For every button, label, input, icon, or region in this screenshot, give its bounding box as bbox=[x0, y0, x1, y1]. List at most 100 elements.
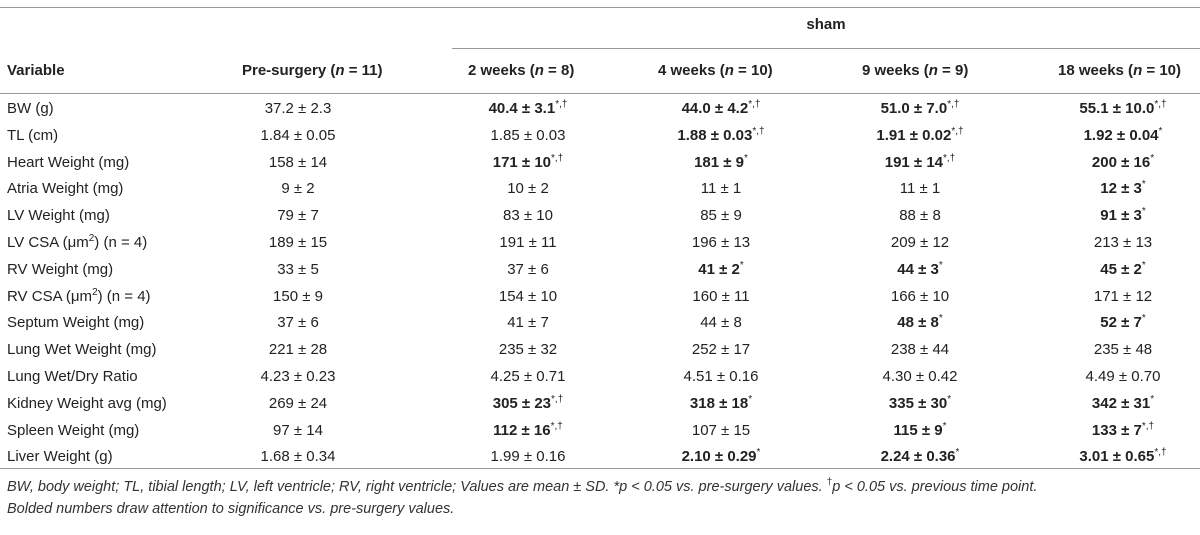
value-cell: 44 ± 8 bbox=[700, 314, 742, 332]
bottom-rule bbox=[0, 468, 1200, 469]
value-cell: 45 ± 2* bbox=[1100, 259, 1146, 278]
row-variable: Septum Weight (mg) bbox=[7, 314, 145, 332]
row-variable: Lung Wet Weight (mg) bbox=[7, 341, 157, 359]
value-cell: 1.92 ± 0.04* bbox=[1083, 125, 1163, 144]
row-variable: BW (g) bbox=[7, 100, 54, 117]
header-rule bbox=[0, 93, 1200, 94]
value-cell: 158 ± 14 bbox=[268, 153, 328, 171]
value-cell: 269 ± 24 bbox=[268, 394, 328, 412]
value-cell: 112 ± 16*,† bbox=[493, 420, 563, 439]
value-cell: 88 ± 8 bbox=[899, 207, 941, 225]
value-cell: 171 ± 10*,† bbox=[492, 152, 564, 171]
row-variable: Liver Weight (g) bbox=[7, 448, 113, 466]
table-footnote: BW, body weight; TL, tibial length; LV, … bbox=[7, 476, 1193, 520]
value-cell: 252 ± 17 bbox=[691, 341, 751, 359]
value-cell: 238 ± 44 bbox=[890, 341, 950, 359]
value-cell: 48 ± 8* bbox=[897, 313, 943, 332]
value-cell: 235 ± 48 bbox=[1093, 341, 1153, 359]
row-variable: Kidney Weight avg (mg) bbox=[7, 394, 167, 412]
value-cell: 83 ± 10 bbox=[503, 207, 553, 225]
table-row: Lung Wet Weight (mg) 221 ± 28 235 ± 32 252 … bbox=[0, 341, 1200, 365]
value-cell: 335 ± 30* bbox=[888, 393, 952, 412]
table-row: Liver Weight (g) 1.68 ± 0.34 1.99 ± 0.16 2.… bbox=[0, 448, 1200, 472]
value-cell: 209 ± 12 bbox=[890, 234, 950, 251]
value-cell: 37 ± 6 bbox=[507, 260, 549, 278]
row-variable: Lung Wet/Dry Ratio bbox=[7, 368, 138, 385]
header-18weeks: 18 weeks (n = 10) bbox=[1058, 62, 1182, 79]
value-cell: 12 ± 3* bbox=[1100, 179, 1146, 198]
value-cell: 196 ± 13 bbox=[691, 234, 751, 251]
footnote-line-1: BW, body weight; TL, tibial length; LV, … bbox=[7, 477, 1038, 495]
value-cell: 55.1 ± 10.0*,† bbox=[1079, 99, 1167, 118]
value-cell: 41 ± 7 bbox=[507, 314, 549, 332]
value-cell: 40.4 ± 3.1*,† bbox=[488, 99, 568, 118]
sham-group-header: sham bbox=[806, 16, 846, 33]
table-row: TL (cm) 1.84 ± 0.05 1.85 ± 0.03 1.88 ± 0.03… bbox=[0, 125, 1200, 151]
table-row: RV Weight (mg) 33 ± 5 37 ± 6 41 ± 2* 44 ± 3*… bbox=[0, 259, 1200, 285]
table-row: Lung Wet/Dry Ratio 4.23 ± 0.23 4.25 ± 0.71… bbox=[0, 368, 1200, 392]
value-cell: 107 ± 15 bbox=[691, 421, 751, 439]
value-cell: 79 ± 7 bbox=[277, 207, 319, 225]
value-cell: 9 ± 2 bbox=[281, 180, 315, 198]
footnote-line-2: Bolded numbers draw attention to signifi… bbox=[7, 501, 455, 517]
value-cell: 37 ± 6 bbox=[277, 314, 319, 332]
value-cell: 318 ± 18* bbox=[689, 393, 753, 412]
value-cell: 33 ± 5 bbox=[277, 260, 319, 278]
value-cell: 1.91 ± 0.02*,† bbox=[876, 125, 964, 144]
row-variable: LV CSA (μm2) (n = 4) bbox=[7, 233, 148, 252]
table-row: Spleen Weight (mg) 97 ± 14 112 ± 16*,† 107 … bbox=[0, 420, 1200, 446]
value-cell: 213 ± 13 bbox=[1093, 234, 1153, 251]
value-cell: 150 ± 9 bbox=[273, 287, 323, 305]
value-cell: 4.49 ± 0.70 bbox=[1085, 368, 1161, 385]
value-cell: 1.85 ± 0.03 bbox=[490, 126, 566, 144]
table-row: LV CSA (μm2) (n = 4) 189 ± 15 191 ± 11 196 … bbox=[0, 234, 1200, 258]
value-cell: 1.84 ± 0.05 bbox=[260, 126, 336, 144]
header-4weeks: 4 weeks (n = 10) bbox=[658, 62, 773, 79]
value-cell: 1.88 ± 0.03*,† bbox=[677, 125, 765, 144]
table-row: RV CSA (μm2) (n = 4) 150 ± 9 154 ± 10 160 ±… bbox=[0, 286, 1200, 312]
value-cell: 342 ± 31* bbox=[1091, 393, 1155, 412]
row-variable: RV CSA (μm2) (n = 4) bbox=[7, 286, 151, 305]
row-variable: LV Weight (mg) bbox=[7, 207, 110, 225]
value-cell: 52 ± 7* bbox=[1100, 313, 1146, 332]
value-cell: 200 ± 16* bbox=[1091, 152, 1155, 171]
value-cell: 4.25 ± 0.71 bbox=[490, 368, 566, 385]
value-cell: 171 ± 12 bbox=[1093, 287, 1153, 305]
row-variable: Heart Weight (mg) bbox=[7, 153, 130, 171]
value-cell: 37.2 ± 2.3 bbox=[264, 100, 332, 117]
header-variable: Variable bbox=[7, 62, 65, 79]
value-cell: 10 ± 2 bbox=[507, 180, 549, 198]
table-row: Atria Weight (mg) 9 ± 2 10 ± 2 11 ± 1 11 ± 1… bbox=[0, 180, 1200, 204]
value-cell: 221 ± 28 bbox=[268, 341, 328, 359]
row-variable: TL (cm) bbox=[7, 126, 59, 144]
value-cell: 51.0 ± 7.0*,† bbox=[880, 99, 960, 118]
value-cell: 160 ± 11 bbox=[692, 287, 750, 305]
table-row: Kidney Weight avg (mg) 269 ± 24 305 ± 23*,… bbox=[0, 393, 1200, 419]
value-cell: 44 ± 3* bbox=[897, 259, 943, 278]
value-cell: 41 ± 2* bbox=[698, 259, 744, 278]
row-variable: RV Weight (mg) bbox=[7, 260, 114, 278]
value-cell: 133 ± 7*,† bbox=[1091, 420, 1155, 439]
value-cell: 44.0 ± 4.2*,† bbox=[681, 99, 761, 118]
row-variable: Spleen Weight (mg) bbox=[7, 421, 140, 439]
table-row: LV Weight (mg) 79 ± 7 83 ± 10 85 ± 9 88 ± 8 9… bbox=[0, 207, 1200, 231]
value-cell: 4.51 ± 0.16 bbox=[683, 368, 759, 385]
value-cell: 4.30 ± 0.42 bbox=[882, 368, 958, 385]
sham-rule bbox=[452, 48, 1200, 49]
header-2weeks: 2 weeks (n = 8) bbox=[468, 62, 575, 79]
table-row: Septum Weight (mg) 37 ± 6 41 ± 7 44 ± 8 48 ±… bbox=[0, 314, 1200, 338]
header-presurgery: Pre-surgery (n = 11) bbox=[242, 62, 383, 79]
value-cell: 85 ± 9 bbox=[700, 207, 742, 225]
value-cell: 2.10 ± 0.29* bbox=[681, 447, 761, 466]
row-variable: Atria Weight (mg) bbox=[7, 180, 124, 198]
value-cell: 191 ± 11 bbox=[499, 234, 557, 251]
value-cell: 4.23 ± 0.23 bbox=[260, 368, 336, 385]
value-cell: 97 ± 14 bbox=[273, 421, 323, 439]
value-cell: 11 ± 1 bbox=[899, 180, 941, 198]
value-cell: 166 ± 10 bbox=[890, 287, 950, 305]
value-cell: 189 ± 15 bbox=[268, 234, 328, 251]
value-cell: 1.99 ± 0.16 bbox=[490, 448, 566, 466]
value-cell: 1.68 ± 0.34 bbox=[260, 448, 336, 466]
value-cell: 181 ± 9* bbox=[694, 152, 748, 171]
